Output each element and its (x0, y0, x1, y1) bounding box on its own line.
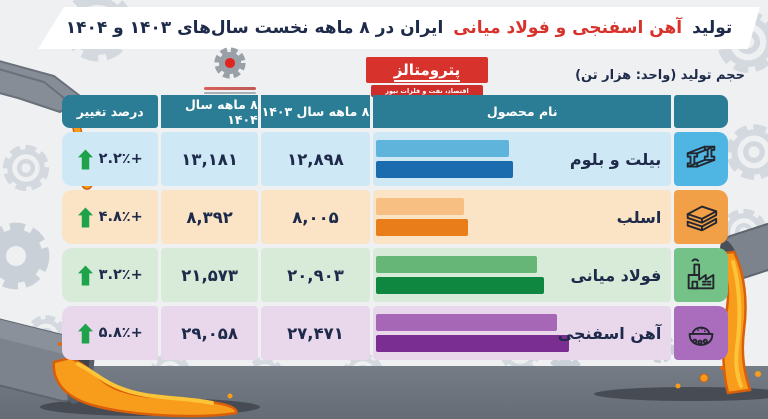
table-row: ۵.۸٪+ ۲۹,۰۵۸ ۲۷,۴۷۱ آهن اسفنجی (62, 306, 728, 360)
slab-icon (686, 205, 718, 232)
bar-1403 (376, 314, 558, 331)
change-value: ۴.۸٪+ (98, 209, 143, 225)
up-arrow-icon (77, 323, 93, 343)
bar-1403 (376, 256, 537, 273)
bar-1404 (376, 277, 545, 294)
sponge-iron-icon (688, 326, 714, 346)
title-part-1: تولید (692, 18, 733, 38)
bars-cell: آهن اسفنجی (373, 306, 672, 360)
table-row: ۳.۲٪+ ۲۱,۵۷۳ ۲۰,۹۰۳ فولاد میانی (62, 248, 728, 302)
factory-icon (687, 258, 715, 290)
change-cell: ۲.۲٪+ (62, 132, 159, 186)
table-row: ۲.۲٪+ ۱۳,۱۸۱ ۱۲,۸۹۸ بیلت و بلوم (62, 132, 728, 186)
header-icon-spacer (674, 95, 728, 128)
bar-1404 (376, 219, 469, 236)
bar-1403 (376, 198, 464, 215)
bars-cell: فولاد میانی (373, 248, 672, 302)
up-arrow-icon (77, 149, 93, 169)
product-name: فولاد میانی (570, 265, 662, 285)
bars-cell: بیلت و بلوم (373, 132, 672, 186)
gear-icon (725, 213, 763, 251)
value-1404: ۱۳,۱۸۱ (181, 149, 238, 169)
bar-1404 (376, 335, 569, 352)
petrometals-logo: پترومتالز اقتصاد، نفت و فلزات نیوز (366, 57, 488, 97)
header-1403: ۸ ماهه سال ۱۴۰۳ (260, 95, 371, 128)
title-banner: تولید آهن اسفنجی و فولاد میانی ایران در … (38, 7, 760, 49)
product-name: آهن اسفنجی (557, 323, 662, 343)
change-value: ۳.۲٪+ (98, 267, 143, 283)
brand-name: پترومتالز (393, 61, 461, 82)
icon-cell (674, 132, 728, 186)
value-1403: ۸,۰۰۵ (292, 207, 339, 227)
change-value: ۲.۲٪+ (98, 151, 143, 167)
change-cell: ۴.۸٪+ (62, 190, 159, 244)
title-part-2: آهن اسفنجی و فولاد میانی (453, 18, 683, 38)
change-value: ۵.۸٪+ (98, 325, 143, 341)
icon-cell (674, 190, 728, 244)
gear-icon (29, 319, 63, 353)
gear-icon (0, 229, 43, 282)
production-table: درصد تغییر ۸ ماهه سال ۱۴۰۴ ۸ ماهه سال ۱۴… (62, 95, 728, 364)
product-name: بیلت و بلوم (569, 149, 662, 169)
up-arrow-icon (77, 207, 93, 227)
bar-1403 (376, 140, 510, 157)
brand-name-box: پترومتالز (366, 57, 488, 83)
bars-cell: اسلب (373, 190, 672, 244)
value-1403: ۲۰,۹۰۳ (287, 265, 344, 285)
change-cell: ۵.۸٪+ (62, 306, 159, 360)
brand-tagline: اقتصاد، نفت و فلزات نیوز (371, 85, 483, 97)
value-1403: ۲۷,۴۷۱ (287, 323, 344, 343)
billet-icon (686, 145, 716, 168)
change-cell: ۳.۲٪+ (62, 248, 159, 302)
association-logo-caption (204, 87, 256, 94)
icon-cell (674, 306, 728, 360)
header-1404: ۸ ماهه سال ۱۴۰۴ (161, 95, 258, 128)
gear-icon (7, 149, 45, 187)
table-header: درصد تغییر ۸ ماهه سال ۱۴۰۴ ۸ ماهه سال ۱۴… (62, 95, 728, 128)
up-arrow-icon (77, 265, 93, 285)
table-row: ۴.۸٪+ ۸,۳۹۲ ۸,۰۰۵ اسلب (62, 190, 728, 244)
title-part-3: ایران در ۸ ماهه نخست سال‌های ۱۴۰۳ و ۱۴۰۴ (65, 18, 444, 38)
unit-label: حجم تولید (واحد: هزار تن) (575, 68, 745, 83)
page-title: تولید آهن اسفنجی و فولاد میانی ایران در … (64, 18, 735, 38)
value-1403: ۱۲,۸۹۸ (287, 149, 344, 169)
gear-icon (732, 130, 768, 175)
value-1404: ۸,۳۹۲ (186, 207, 233, 227)
value-1404: ۲۹,۰۵۸ (181, 323, 238, 343)
floor (0, 366, 768, 419)
value-1404: ۲۱,۵۷۳ (181, 265, 238, 285)
header-change: درصد تغییر (62, 95, 159, 128)
bar-1404 (376, 161, 514, 178)
association-logo (214, 47, 246, 79)
product-name: اسلب (616, 207, 662, 227)
icon-cell (674, 248, 728, 302)
header-product: نام محصول (373, 95, 672, 128)
